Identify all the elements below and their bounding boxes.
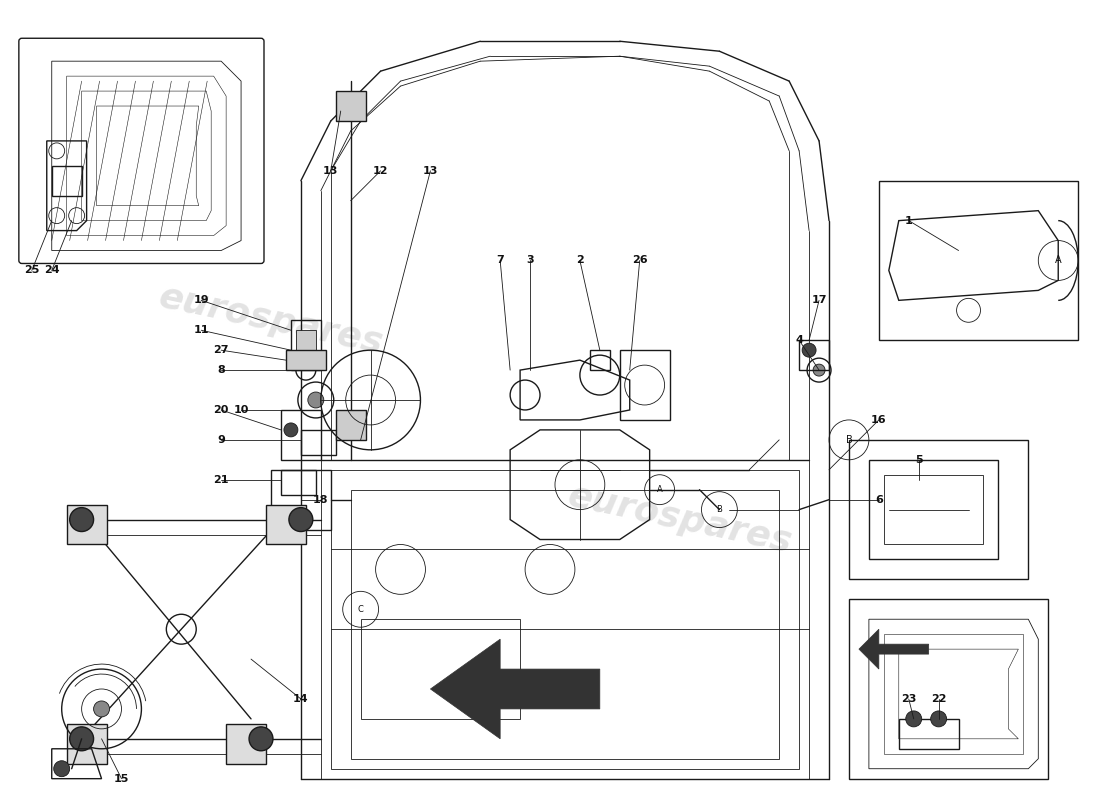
Text: B: B xyxy=(846,435,852,445)
Text: 1: 1 xyxy=(905,216,913,226)
Bar xyxy=(280,410,321,460)
Circle shape xyxy=(931,711,947,727)
Bar xyxy=(280,470,316,494)
Text: C: C xyxy=(358,605,364,614)
Circle shape xyxy=(54,761,69,777)
Text: A: A xyxy=(657,485,662,494)
Circle shape xyxy=(69,508,94,531)
Text: 26: 26 xyxy=(631,255,648,266)
Bar xyxy=(849,599,1048,778)
Text: 3: 3 xyxy=(526,255,534,266)
Text: 13: 13 xyxy=(422,166,438,176)
Text: 12: 12 xyxy=(373,166,388,176)
Text: 21: 21 xyxy=(213,474,229,485)
Bar xyxy=(883,474,983,545)
Circle shape xyxy=(813,364,825,376)
Circle shape xyxy=(905,711,922,727)
Bar xyxy=(336,410,365,440)
Bar xyxy=(52,166,81,196)
Circle shape xyxy=(94,701,110,717)
Circle shape xyxy=(284,423,298,437)
Text: B: B xyxy=(716,505,723,514)
Bar xyxy=(296,330,316,360)
Text: 6: 6 xyxy=(874,494,883,505)
Text: eurospares: eurospares xyxy=(564,479,795,560)
Bar xyxy=(67,724,107,764)
Text: 4: 4 xyxy=(795,335,803,346)
Circle shape xyxy=(69,727,94,750)
Bar xyxy=(286,350,326,370)
Circle shape xyxy=(308,392,323,408)
Text: 25: 25 xyxy=(24,266,40,275)
Text: 7: 7 xyxy=(496,255,504,266)
Bar xyxy=(290,320,321,370)
Polygon shape xyxy=(859,630,928,669)
Bar xyxy=(227,724,266,764)
Text: 8: 8 xyxy=(218,365,226,375)
Text: 14: 14 xyxy=(293,694,309,704)
Bar xyxy=(331,470,799,769)
Text: 15: 15 xyxy=(113,774,129,784)
Bar xyxy=(799,340,829,370)
Text: 18: 18 xyxy=(314,494,329,505)
Circle shape xyxy=(802,343,816,357)
Bar xyxy=(361,619,520,719)
Bar xyxy=(301,430,336,455)
Text: 24: 24 xyxy=(44,266,59,275)
Bar xyxy=(899,719,958,749)
Text: 13: 13 xyxy=(323,166,339,176)
Bar xyxy=(351,490,779,758)
Text: 5: 5 xyxy=(915,454,923,465)
Bar xyxy=(336,91,365,121)
Text: 27: 27 xyxy=(213,345,229,355)
Text: 22: 22 xyxy=(931,694,946,704)
Text: 20: 20 xyxy=(213,405,229,415)
Text: 16: 16 xyxy=(871,415,887,425)
Bar xyxy=(869,460,999,559)
Circle shape xyxy=(249,727,273,750)
Text: 17: 17 xyxy=(812,295,827,306)
Text: 10: 10 xyxy=(233,405,249,415)
Text: eurospares: eurospares xyxy=(155,280,386,361)
Polygon shape xyxy=(430,639,600,739)
FancyBboxPatch shape xyxy=(19,38,264,263)
Bar xyxy=(271,470,331,530)
Bar xyxy=(619,350,670,420)
Text: A: A xyxy=(1055,255,1061,266)
Text: 9: 9 xyxy=(217,435,226,445)
Bar xyxy=(879,181,1078,340)
Bar xyxy=(67,505,107,545)
Text: 2: 2 xyxy=(576,255,584,266)
Text: 23: 23 xyxy=(901,694,916,704)
Bar xyxy=(266,505,306,545)
Text: 11: 11 xyxy=(194,326,209,335)
Bar xyxy=(849,440,1028,579)
Text: 19: 19 xyxy=(194,295,209,306)
Circle shape xyxy=(289,508,312,531)
